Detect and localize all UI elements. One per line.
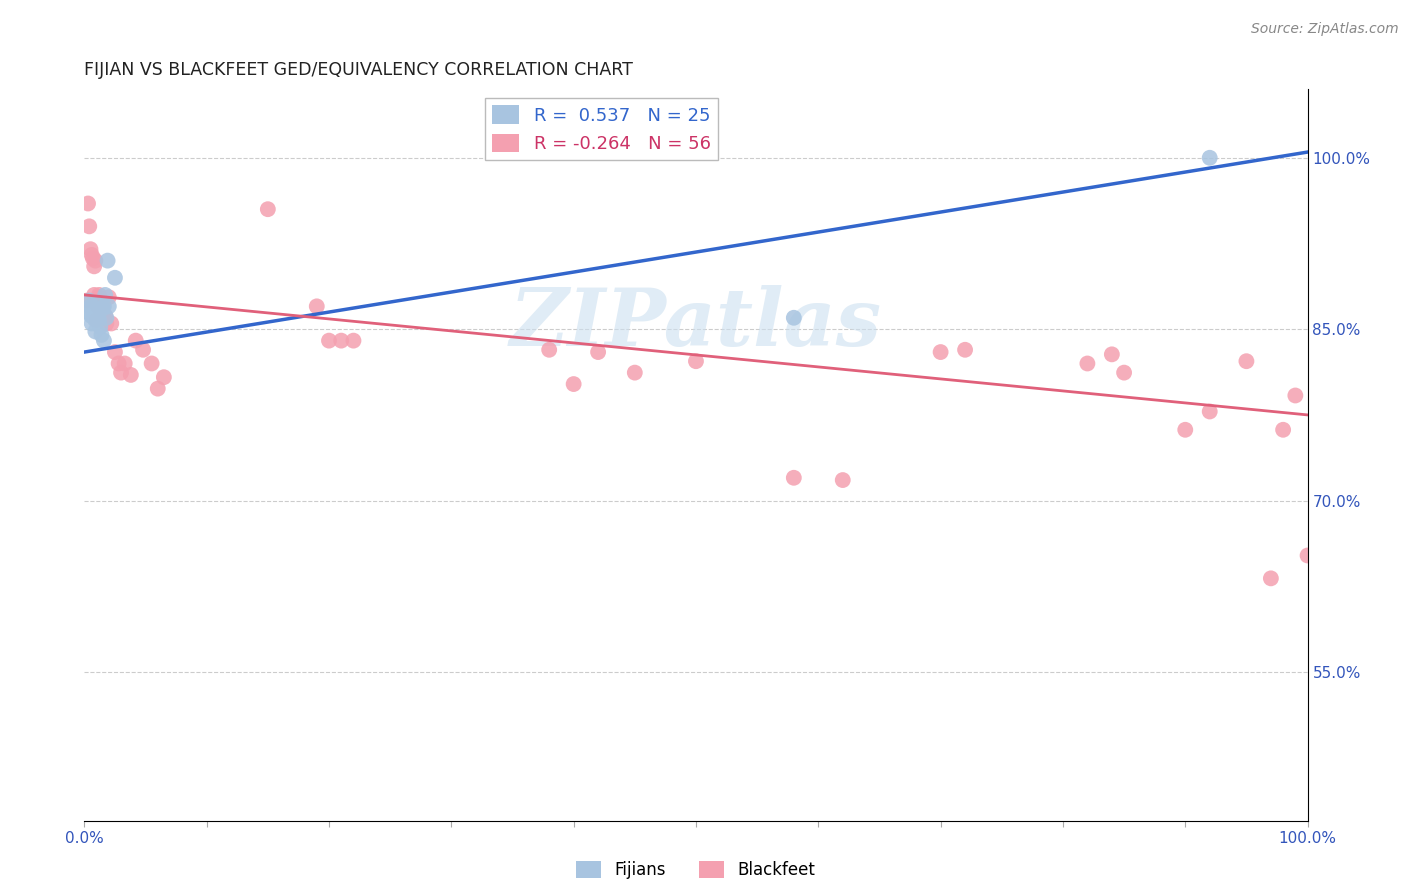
Point (538, 343, 561, 357)
Point (91, 299, 114, 313)
Point (132, 343, 155, 357)
Point (1198, 404, 1220, 418)
Point (783, 471, 806, 485)
Point (97, 299, 120, 313)
Point (77, 219, 100, 234)
Point (1198, 151, 1220, 165)
Point (80, 317, 103, 331)
Point (77, 293, 100, 308)
Point (79, 309, 101, 323)
Point (90, 327, 112, 342)
Point (97, 253, 120, 268)
Point (586, 345, 609, 359)
Point (685, 354, 707, 368)
Point (90, 309, 112, 323)
Point (104, 345, 127, 359)
Point (318, 334, 340, 348)
Point (110, 366, 132, 380)
Point (79, 242, 101, 256)
Text: Source: ZipAtlas.com: Source: ZipAtlas.com (1251, 22, 1399, 37)
Point (953, 343, 976, 357)
Point (831, 473, 853, 487)
Point (342, 334, 364, 348)
Point (330, 334, 353, 348)
Point (257, 202, 280, 217)
Point (77, 305, 100, 319)
Point (1236, 354, 1258, 368)
Point (79, 299, 101, 313)
Point (146, 382, 169, 396)
Point (1284, 388, 1306, 402)
Point (83, 288, 105, 302)
Point (87, 290, 110, 304)
Point (87, 310, 110, 325)
Point (96, 317, 118, 331)
Point (87, 313, 110, 327)
Point (141, 356, 163, 371)
Point (83, 260, 105, 274)
Point (76, 293, 98, 308)
Point (84, 313, 107, 327)
Point (82, 299, 104, 313)
Point (107, 356, 129, 371)
Point (86, 293, 108, 308)
Point (1260, 571, 1282, 585)
Point (86, 313, 108, 327)
Point (93, 299, 115, 313)
Point (1114, 366, 1136, 380)
Point (93, 334, 115, 348)
Point (120, 368, 142, 382)
Text: FIJIAN VS BLACKFEET GED/EQUIVALENCY CORRELATION CHART: FIJIAN VS BLACKFEET GED/EQUIVALENCY CORR… (84, 62, 633, 79)
Point (783, 310, 806, 325)
Point (86, 302, 108, 317)
Point (114, 356, 136, 371)
Legend: Fijians, Blackfeet: Fijians, Blackfeet (569, 854, 823, 886)
Point (77, 196, 100, 211)
Point (1272, 423, 1295, 437)
Point (1101, 347, 1123, 361)
Point (153, 370, 176, 384)
Point (1076, 356, 1098, 371)
Point (97, 290, 120, 304)
Point (562, 377, 585, 392)
Point (80, 248, 103, 262)
Point (624, 366, 647, 380)
Point (91, 301, 114, 316)
Point (89, 301, 111, 316)
Point (125, 334, 148, 348)
Point (100, 317, 122, 331)
Point (94, 288, 117, 302)
Point (84, 253, 107, 268)
Point (82, 252, 104, 266)
Point (305, 299, 328, 313)
Point (96, 310, 118, 325)
Point (104, 270, 127, 285)
Point (89, 320, 111, 334)
Point (83, 310, 105, 325)
Point (93, 310, 115, 325)
Point (84, 325, 107, 339)
Point (929, 345, 952, 359)
Point (86, 297, 108, 311)
Point (1174, 423, 1197, 437)
Point (1296, 549, 1319, 563)
Point (87, 299, 110, 313)
Text: ZIPatlas: ZIPatlas (510, 285, 882, 362)
Point (94, 309, 117, 323)
Point (87, 288, 110, 302)
